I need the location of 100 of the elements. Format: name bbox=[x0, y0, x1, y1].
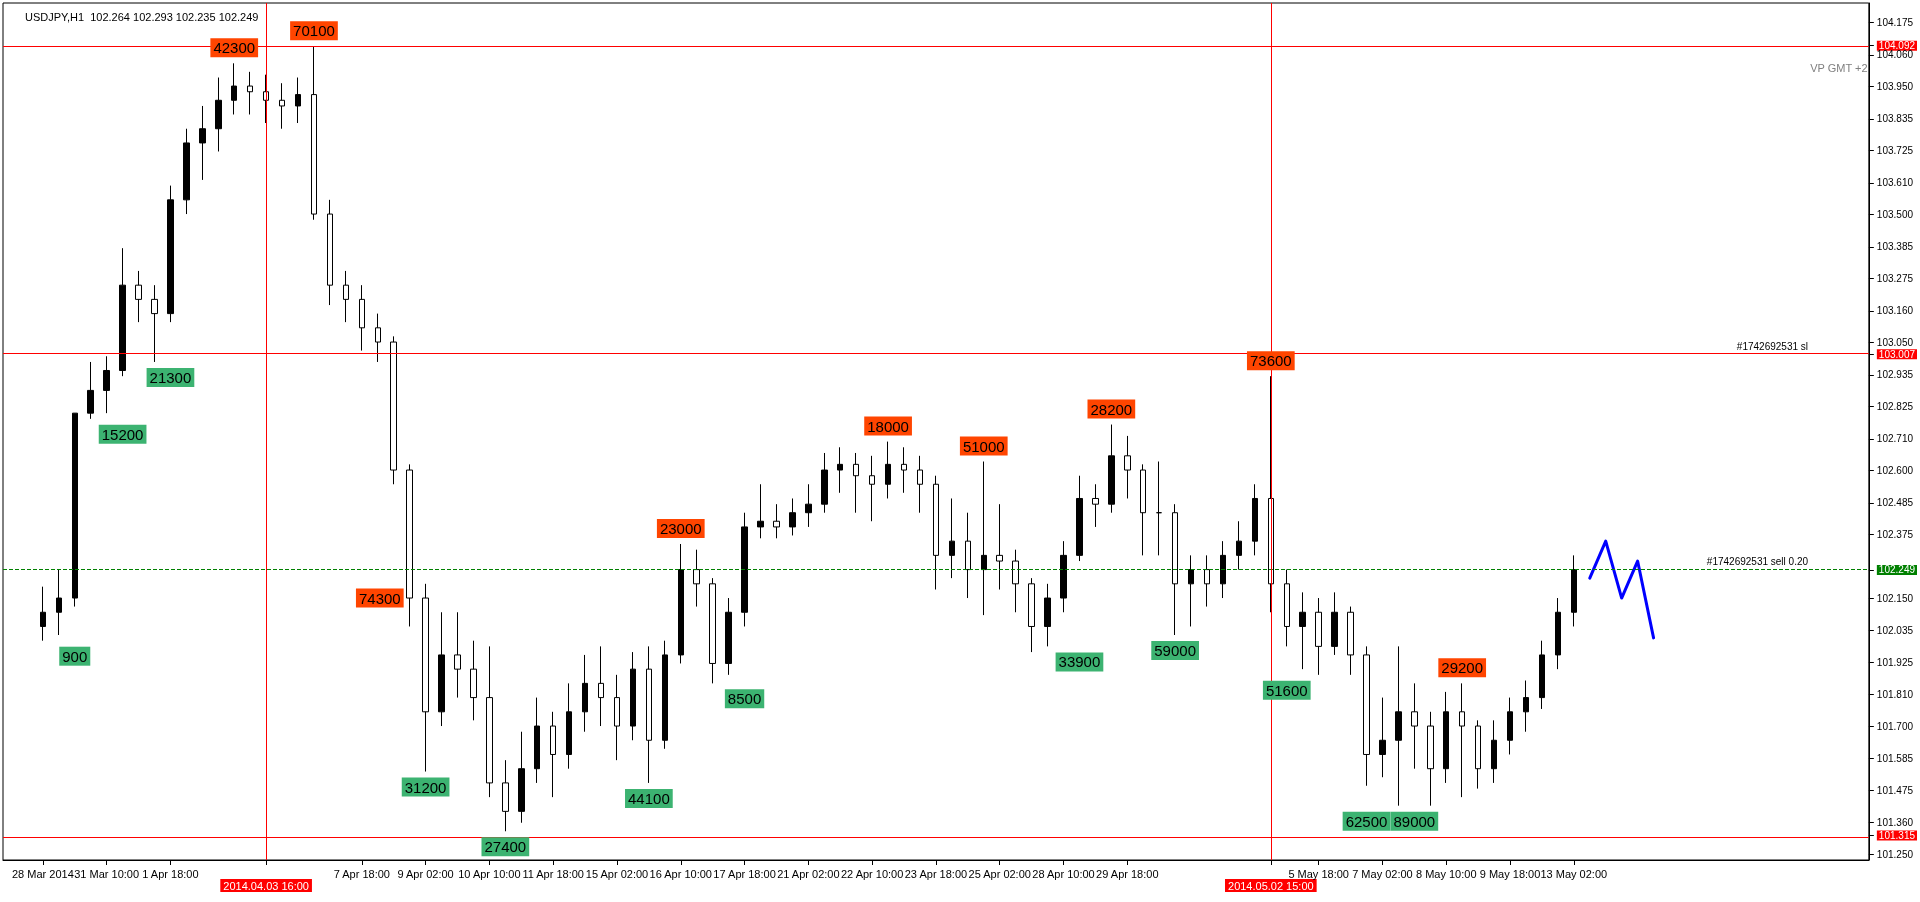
text: 29200 bbox=[1441, 659, 1484, 677]
x-tick-label: 8 May 10:00 bbox=[1415, 867, 1477, 880]
candlestick bbox=[1220, 540, 1226, 599]
candlestick bbox=[981, 461, 987, 616]
candlestick bbox=[1443, 691, 1449, 784]
candlestick bbox=[646, 645, 652, 784]
text: 74300 bbox=[358, 589, 401, 607]
candlestick bbox=[837, 446, 843, 494]
candlestick bbox=[1284, 569, 1290, 647]
y-tick-label: 103.500 bbox=[1876, 208, 1914, 220]
candlestick bbox=[805, 483, 812, 528]
x-tick-label: 23 Apr 18:00 bbox=[904, 867, 968, 880]
y-tick-label: 101.810 bbox=[1876, 689, 1914, 701]
candlestick bbox=[1395, 645, 1402, 807]
candlestick bbox=[725, 597, 732, 676]
candlestick bbox=[406, 463, 413, 627]
x-tick-label: 31 Mar 10:00 bbox=[74, 867, 140, 880]
y-tick-label: 102.825 bbox=[1876, 400, 1914, 412]
candlestick bbox=[1475, 719, 1481, 790]
candlestick bbox=[518, 731, 525, 824]
candlestick bbox=[885, 441, 891, 499]
candlestick bbox=[773, 503, 780, 539]
candlestick bbox=[151, 284, 158, 363]
candlestick bbox=[869, 455, 875, 522]
candlestick bbox=[1012, 549, 1019, 613]
candlestick bbox=[1076, 475, 1083, 562]
text: 42300 bbox=[213, 39, 256, 57]
candlestick bbox=[582, 654, 588, 733]
candlestick bbox=[103, 355, 110, 414]
candlestick bbox=[1315, 597, 1322, 676]
x-tick-label: 9 May 18:00 bbox=[1479, 867, 1541, 880]
candlestick bbox=[614, 674, 620, 761]
x-tick-label: 17 Apr 18:00 bbox=[713, 867, 776, 880]
candlestick bbox=[1331, 591, 1338, 656]
y-tick-label: 101.585 bbox=[1876, 753, 1914, 765]
candlestick bbox=[119, 247, 126, 377]
y-tick-label: 104.092 bbox=[1878, 40, 1916, 52]
y-tick-label: 103.385 bbox=[1876, 241, 1914, 253]
x-tick-label: 1 Apr 18:00 bbox=[142, 867, 199, 880]
candlestick bbox=[1204, 554, 1210, 608]
text: 33900 bbox=[1058, 653, 1101, 671]
y-tick-label: 102.600 bbox=[1876, 464, 1914, 476]
candlestick bbox=[295, 77, 301, 124]
candlestick bbox=[949, 497, 955, 579]
text: 21300 bbox=[149, 368, 192, 386]
candlestick bbox=[279, 82, 285, 130]
candlestick bbox=[1491, 719, 1497, 784]
candlestick bbox=[470, 640, 477, 721]
candlestick bbox=[965, 512, 971, 599]
candlestick bbox=[1236, 520, 1242, 571]
candlestick bbox=[327, 199, 333, 306]
text: 15200 bbox=[101, 425, 144, 443]
y-tick-label: 102.150 bbox=[1876, 592, 1914, 604]
candlestick bbox=[1044, 583, 1051, 647]
x-tick-label: 9 Apr 02:00 bbox=[397, 867, 454, 880]
y-tick-label: 102.710 bbox=[1876, 433, 1914, 445]
y-tick-label: 102.485 bbox=[1876, 497, 1914, 509]
candlestick bbox=[1523, 680, 1529, 733]
candlestick bbox=[72, 412, 78, 608]
text: USDJPY,H1 102.264 102.293 102.235 102.249 bbox=[25, 10, 259, 23]
x-tick-label: 25 Apr 02:00 bbox=[968, 867, 1031, 880]
candlestick bbox=[821, 452, 828, 514]
text: 73600 bbox=[1249, 352, 1292, 370]
ref-line-label: #1742692531 sl bbox=[1736, 340, 1809, 352]
y-tick-label: 102.375 bbox=[1876, 528, 1914, 540]
candlestick bbox=[1299, 591, 1306, 670]
text: 900 bbox=[62, 647, 88, 665]
candlestick bbox=[1379, 697, 1386, 778]
candlestick bbox=[1555, 597, 1561, 670]
y-tick-label: 103.160 bbox=[1876, 305, 1914, 317]
y-tick-label: 103.050 bbox=[1876, 336, 1914, 348]
candlestick bbox=[662, 640, 668, 750]
text: 18000 bbox=[867, 417, 909, 435]
text: 31200 bbox=[404, 778, 447, 796]
candlestick bbox=[343, 270, 349, 323]
candlestick bbox=[1539, 640, 1545, 710]
text: 28200 bbox=[1090, 400, 1133, 418]
x-tick-label: 29 Apr 18:00 bbox=[1096, 867, 1159, 880]
text: 23000 bbox=[659, 519, 702, 537]
candlestick bbox=[1252, 483, 1258, 556]
x-tick-label: 16 Apr 10:00 bbox=[649, 867, 712, 880]
candlestick bbox=[390, 335, 397, 485]
candlestick bbox=[1347, 606, 1354, 676]
y-tick-label: 101.475 bbox=[1876, 784, 1914, 796]
candlestick bbox=[901, 446, 907, 494]
y-tick-label: 101.360 bbox=[1876, 817, 1914, 829]
candlestick bbox=[311, 45, 317, 221]
candlestick bbox=[1507, 697, 1513, 755]
candlestick bbox=[741, 512, 748, 627]
x-tick-label: 21 Apr 02:00 bbox=[777, 867, 840, 880]
x-tick-label: 5 May 18:00 bbox=[1288, 867, 1349, 880]
candlestick bbox=[1028, 577, 1035, 653]
candlestick bbox=[438, 611, 445, 727]
candlestick bbox=[1188, 554, 1194, 627]
candlestick bbox=[1124, 435, 1131, 499]
y-tick-label: 104.175 bbox=[1876, 16, 1914, 28]
text: 8500 bbox=[727, 690, 762, 708]
line-series bbox=[1588, 539, 1656, 640]
x-tick-label: 15 Apr 02:00 bbox=[585, 867, 649, 880]
candlestick bbox=[359, 284, 365, 352]
